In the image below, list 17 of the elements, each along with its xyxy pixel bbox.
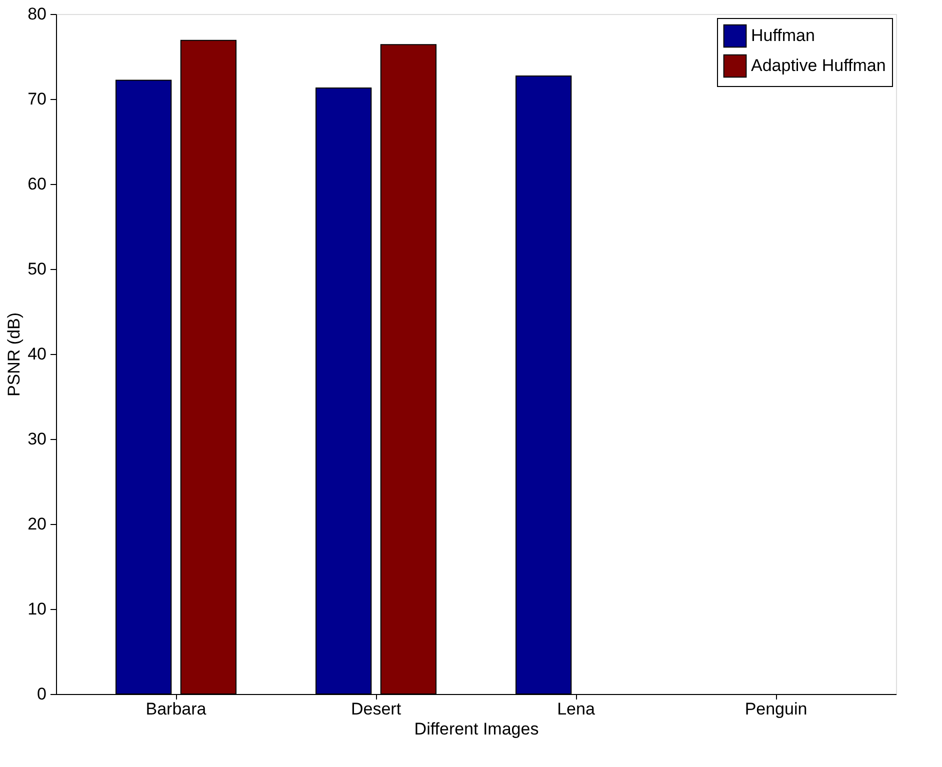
y-tick-label: 70 bbox=[28, 90, 46, 108]
x-tick-label: Penguin bbox=[744, 700, 808, 718]
y-tick-label: 10 bbox=[28, 600, 46, 618]
y-tick-label: 30 bbox=[28, 430, 46, 448]
x-axis-title: Different Images bbox=[414, 720, 539, 738]
y-tick-label: 20 bbox=[28, 514, 46, 534]
y-tick-label: 0 bbox=[37, 684, 46, 704]
y-tick-label: 50 bbox=[28, 260, 46, 278]
x-tick-label: Desert bbox=[350, 700, 402, 718]
x-tick-label: Lena bbox=[557, 700, 596, 718]
y-tick-label: 60 bbox=[28, 174, 46, 194]
y-axis-title: PSNR (dB) bbox=[4, 312, 24, 397]
legend-label: Adaptive Huffman bbox=[751, 56, 886, 75]
legend-label: Huffman bbox=[751, 26, 815, 45]
y-tick-label: 40 bbox=[28, 344, 46, 364]
y-tick-label: 80 bbox=[28, 4, 46, 24]
x-tick-label: Barbara bbox=[146, 700, 207, 718]
